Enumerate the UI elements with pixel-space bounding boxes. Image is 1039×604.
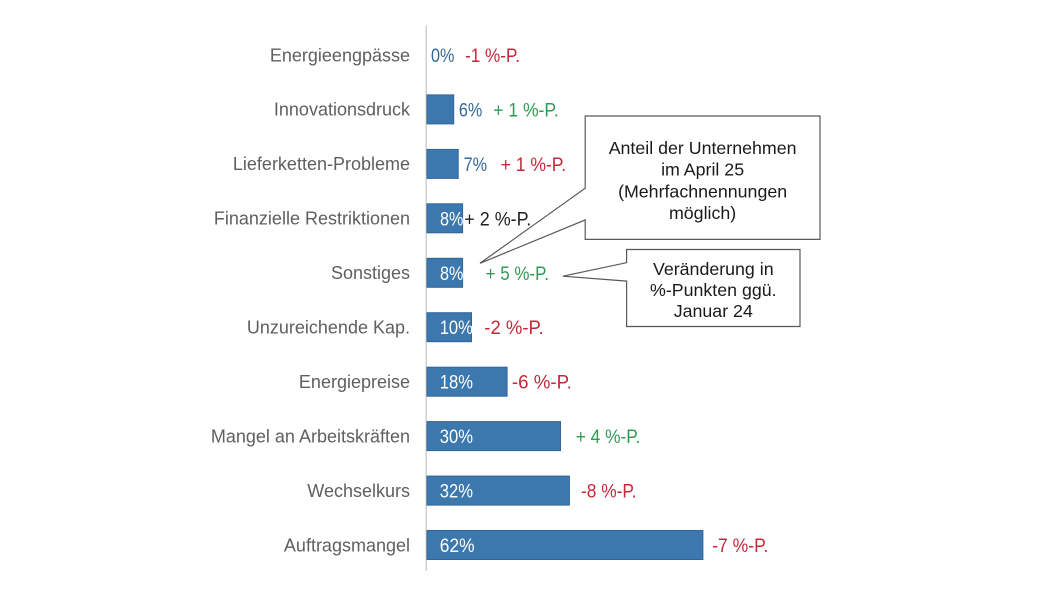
svg-text:Energieengpässe: Energieengpässe [270,45,410,65]
svg-text:+ 5 %-P.: + 5 %-P. [486,262,549,284]
svg-text:Energiepreise: Energiepreise [299,372,410,392]
svg-text:(Mehrfachnennungen: (Mehrfachnennungen [618,181,787,201]
svg-text:7%: 7% [464,153,487,175]
svg-text:möglich): möglich) [669,203,736,223]
svg-text:Auftragsmangel: Auftragsmangel [284,535,410,555]
svg-text:62%: 62% [440,534,475,556]
svg-text:32%: 32% [440,480,473,502]
svg-text:Januar 24: Januar 24 [674,301,753,321]
svg-text:Innovationsdruck: Innovationsdruck [274,100,411,120]
svg-text:-6 %-P.: -6 %-P. [512,372,572,393]
svg-text:im April 25: im April 25 [661,160,744,180]
svg-text:10%: 10% [440,317,473,339]
svg-text:Wechselkurs: Wechselkurs [307,481,410,501]
svg-text:0%: 0% [431,45,454,67]
svg-text:%-Punkten ggü.: %-Punkten ggü. [650,280,777,300]
svg-text:30%: 30% [440,426,473,448]
svg-text:-2 %-P.: -2 %-P. [484,318,543,340]
svg-text:Veränderung in: Veränderung in [653,259,774,279]
svg-text:Lieferketten-Probleme: Lieferketten-Probleme [233,154,410,174]
svg-text:6%: 6% [459,99,482,121]
svg-text:Sonstiges: Sonstiges [331,263,410,283]
svg-text:+ 2 %-P.: + 2 %-P. [464,208,531,230]
svg-text:-8 %-P.: -8 %-P. [581,480,637,502]
svg-text:Anteil der Unternehmen: Anteil der Unternehmen [609,138,797,158]
svg-text:-7 %-P.: -7 %-P. [712,534,768,556]
svg-text:-1 %-P.: -1 %-P. [465,44,520,66]
svg-text:Unzureichende Kap.: Unzureichende Kap. [247,318,410,338]
svg-text:Mangel an Arbeitskräften: Mangel an Arbeitskräften [211,426,410,446]
svg-text:+ 1 %-P.: + 1 %-P. [493,99,559,121]
svg-text:+ 1 %-P.: + 1 %-P. [501,153,567,175]
svg-text:8%: 8% [440,262,463,284]
svg-text:18%: 18% [440,371,473,393]
svg-text:Finanzielle Restriktionen: Finanzielle Restriktionen [214,209,410,229]
svg-text:8%: 8% [440,208,463,230]
svg-text:+ 4 %-P.: + 4 %-P. [576,425,641,447]
